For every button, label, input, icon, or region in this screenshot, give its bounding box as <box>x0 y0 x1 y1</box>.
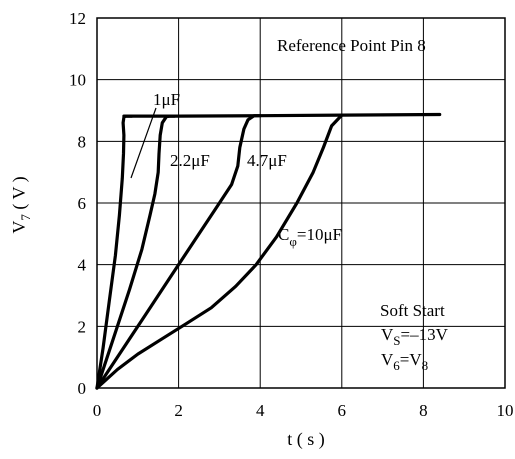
series-line-2 <box>95 114 177 390</box>
cphi-sub: φ <box>289 234 297 249</box>
label-2-2uf: 2.2μF <box>170 151 210 170</box>
v6-eq: =V <box>400 350 423 369</box>
y-tick-label-8: 8 <box>78 132 87 151</box>
series-line-4 <box>95 113 344 390</box>
y-label-main: V <box>9 221 29 234</box>
curves <box>95 112 442 390</box>
soft-start-label: Soft Start <box>380 301 445 320</box>
y-axis-label: V7 ( V ) <box>9 176 33 233</box>
series-line-1 <box>95 114 134 390</box>
v6-v8-label: V6=V8 <box>381 350 428 373</box>
x-axis-label: t ( s ) <box>287 429 325 450</box>
v6-sub: 6 <box>393 358 400 373</box>
label-4-7uf: 4.7μF <box>247 151 287 170</box>
grid <box>97 18 505 388</box>
vs-sub: S <box>393 333 400 348</box>
x-tick-label-6: 6 <box>338 401 347 420</box>
cphi-val: =10μF <box>297 225 342 244</box>
y-label-unit: ( V ) <box>9 176 30 214</box>
vs-label: VS=–13V <box>381 325 449 348</box>
label-1uf: 1μF <box>153 90 180 109</box>
y-tick-label-12: 12 <box>69 9 86 28</box>
y-tick-label-4: 4 <box>78 256 87 275</box>
y-tick-label-0: 0 <box>78 379 87 398</box>
cphi-c: C <box>278 225 289 244</box>
x-tick-label-0: 0 <box>93 401 102 420</box>
vs-val: =–13V <box>401 325 449 344</box>
series-line-5 <box>122 112 442 118</box>
tick-labels: 0 2 4 6 8 10 0 2 4 6 8 10 12 <box>69 9 514 420</box>
x-tick-label-10: 10 <box>497 401 514 420</box>
label-cphi: Cφ=10μF <box>278 225 342 249</box>
v6-main: V <box>381 350 394 369</box>
series-line-3 <box>95 114 262 390</box>
y-axis-label-text: V7 ( V ) <box>9 176 33 233</box>
y-tick-label-6: 6 <box>78 194 87 213</box>
leader-1uf <box>130 107 157 179</box>
x-tick-label-4: 4 <box>256 401 265 420</box>
reference-point-label: Reference Point Pin 8 <box>277 36 426 55</box>
y-tick-label-2: 2 <box>78 317 87 336</box>
plot-frame <box>96 17 506 389</box>
vs-main: V <box>381 325 394 344</box>
v8-sub: 8 <box>422 358 429 373</box>
y-tick-label-10: 10 <box>69 71 86 90</box>
y-label-sub: 7 <box>18 214 33 221</box>
x-tick-label-8: 8 <box>419 401 428 420</box>
x-tick-label-2: 2 <box>174 401 183 420</box>
